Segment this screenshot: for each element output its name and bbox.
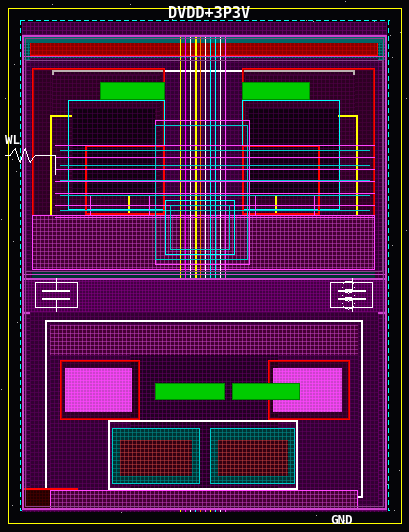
Text: DVDD+3P3V: DVDD+3P3V [168, 6, 249, 21]
Text: WL: WL [5, 134, 20, 146]
Text: GND: GND [329, 513, 352, 527]
